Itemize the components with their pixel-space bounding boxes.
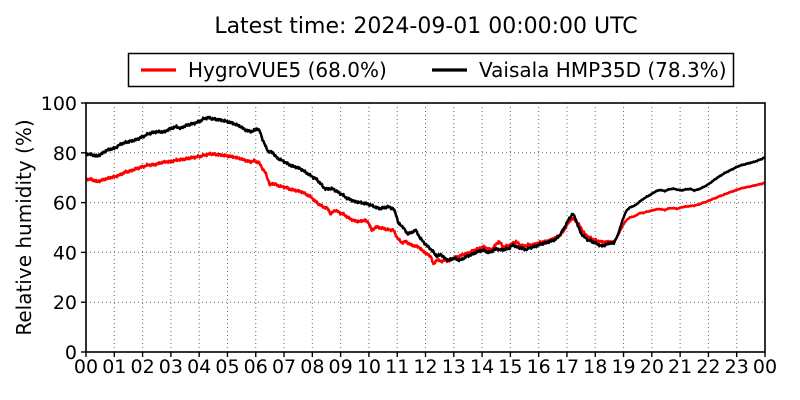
legend: HygroVUE5 (68.0%) Vaisala HMP35D (78.3%)	[127, 52, 735, 88]
x-tick-label: 21	[668, 356, 692, 378]
x-tick-label: 00	[74, 356, 98, 378]
x-tick-label: 17	[555, 356, 579, 378]
x-tick-label: 02	[130, 356, 154, 378]
x-tick-label: 01	[102, 356, 126, 378]
y-tick-label: 0	[65, 342, 77, 364]
x-tick-label: 19	[611, 356, 635, 378]
series-hygrovue5-line	[85, 151, 766, 266]
chart-title: Latest time: 2024-09-01 00:00:00 UTC	[214, 14, 637, 39]
gridlines	[86, 103, 765, 352]
x-tick-label: 20	[640, 356, 664, 378]
legend-label-hygrovue5: HygroVUE5 (68.0%)	[188, 58, 387, 82]
legend-box	[127, 52, 735, 88]
x-tick-label: 15	[498, 356, 522, 378]
x-tick-label: 07	[272, 356, 296, 378]
x-tick-label: 08	[300, 356, 324, 378]
x-tick-label: 18	[583, 356, 607, 378]
x-tick-label: 23	[725, 356, 749, 378]
y-tick-label: 40	[53, 242, 77, 264]
x-tick-label: 10	[357, 356, 381, 378]
x-tick-label: 06	[244, 356, 268, 378]
x-tick-label: 00	[753, 356, 777, 378]
y-axis-title: Relative humidity (%)	[12, 119, 36, 335]
x-tick-label: 22	[696, 356, 720, 378]
legend-label-vaisala: Vaisala HMP35D (78.3%)	[479, 58, 727, 82]
y-tick-label: 100	[41, 93, 77, 115]
data-series	[85, 115, 766, 266]
y-tick-label: 20	[53, 292, 77, 314]
axes	[81, 102, 766, 357]
x-tick-label: 03	[159, 356, 183, 378]
x-tick-label: 16	[527, 356, 551, 378]
y-tick-label: 60	[53, 193, 77, 215]
x-tick-label: 13	[442, 356, 466, 378]
x-tick-label: 05	[215, 356, 239, 378]
x-tick-label: 14	[470, 356, 494, 378]
tick-labels: 00 01 02 03 04 05 06 07 08 09 10 11 12 13 14 15 16 17 18 19…	[41, 93, 777, 378]
x-tick-label: 12	[413, 356, 437, 378]
series-vaisala-line	[85, 115, 766, 263]
x-tick-label: 11	[385, 356, 409, 378]
y-tick-label: 80	[53, 143, 77, 165]
x-tick-label: 09	[329, 356, 353, 378]
x-tick-label: 04	[187, 356, 211, 378]
